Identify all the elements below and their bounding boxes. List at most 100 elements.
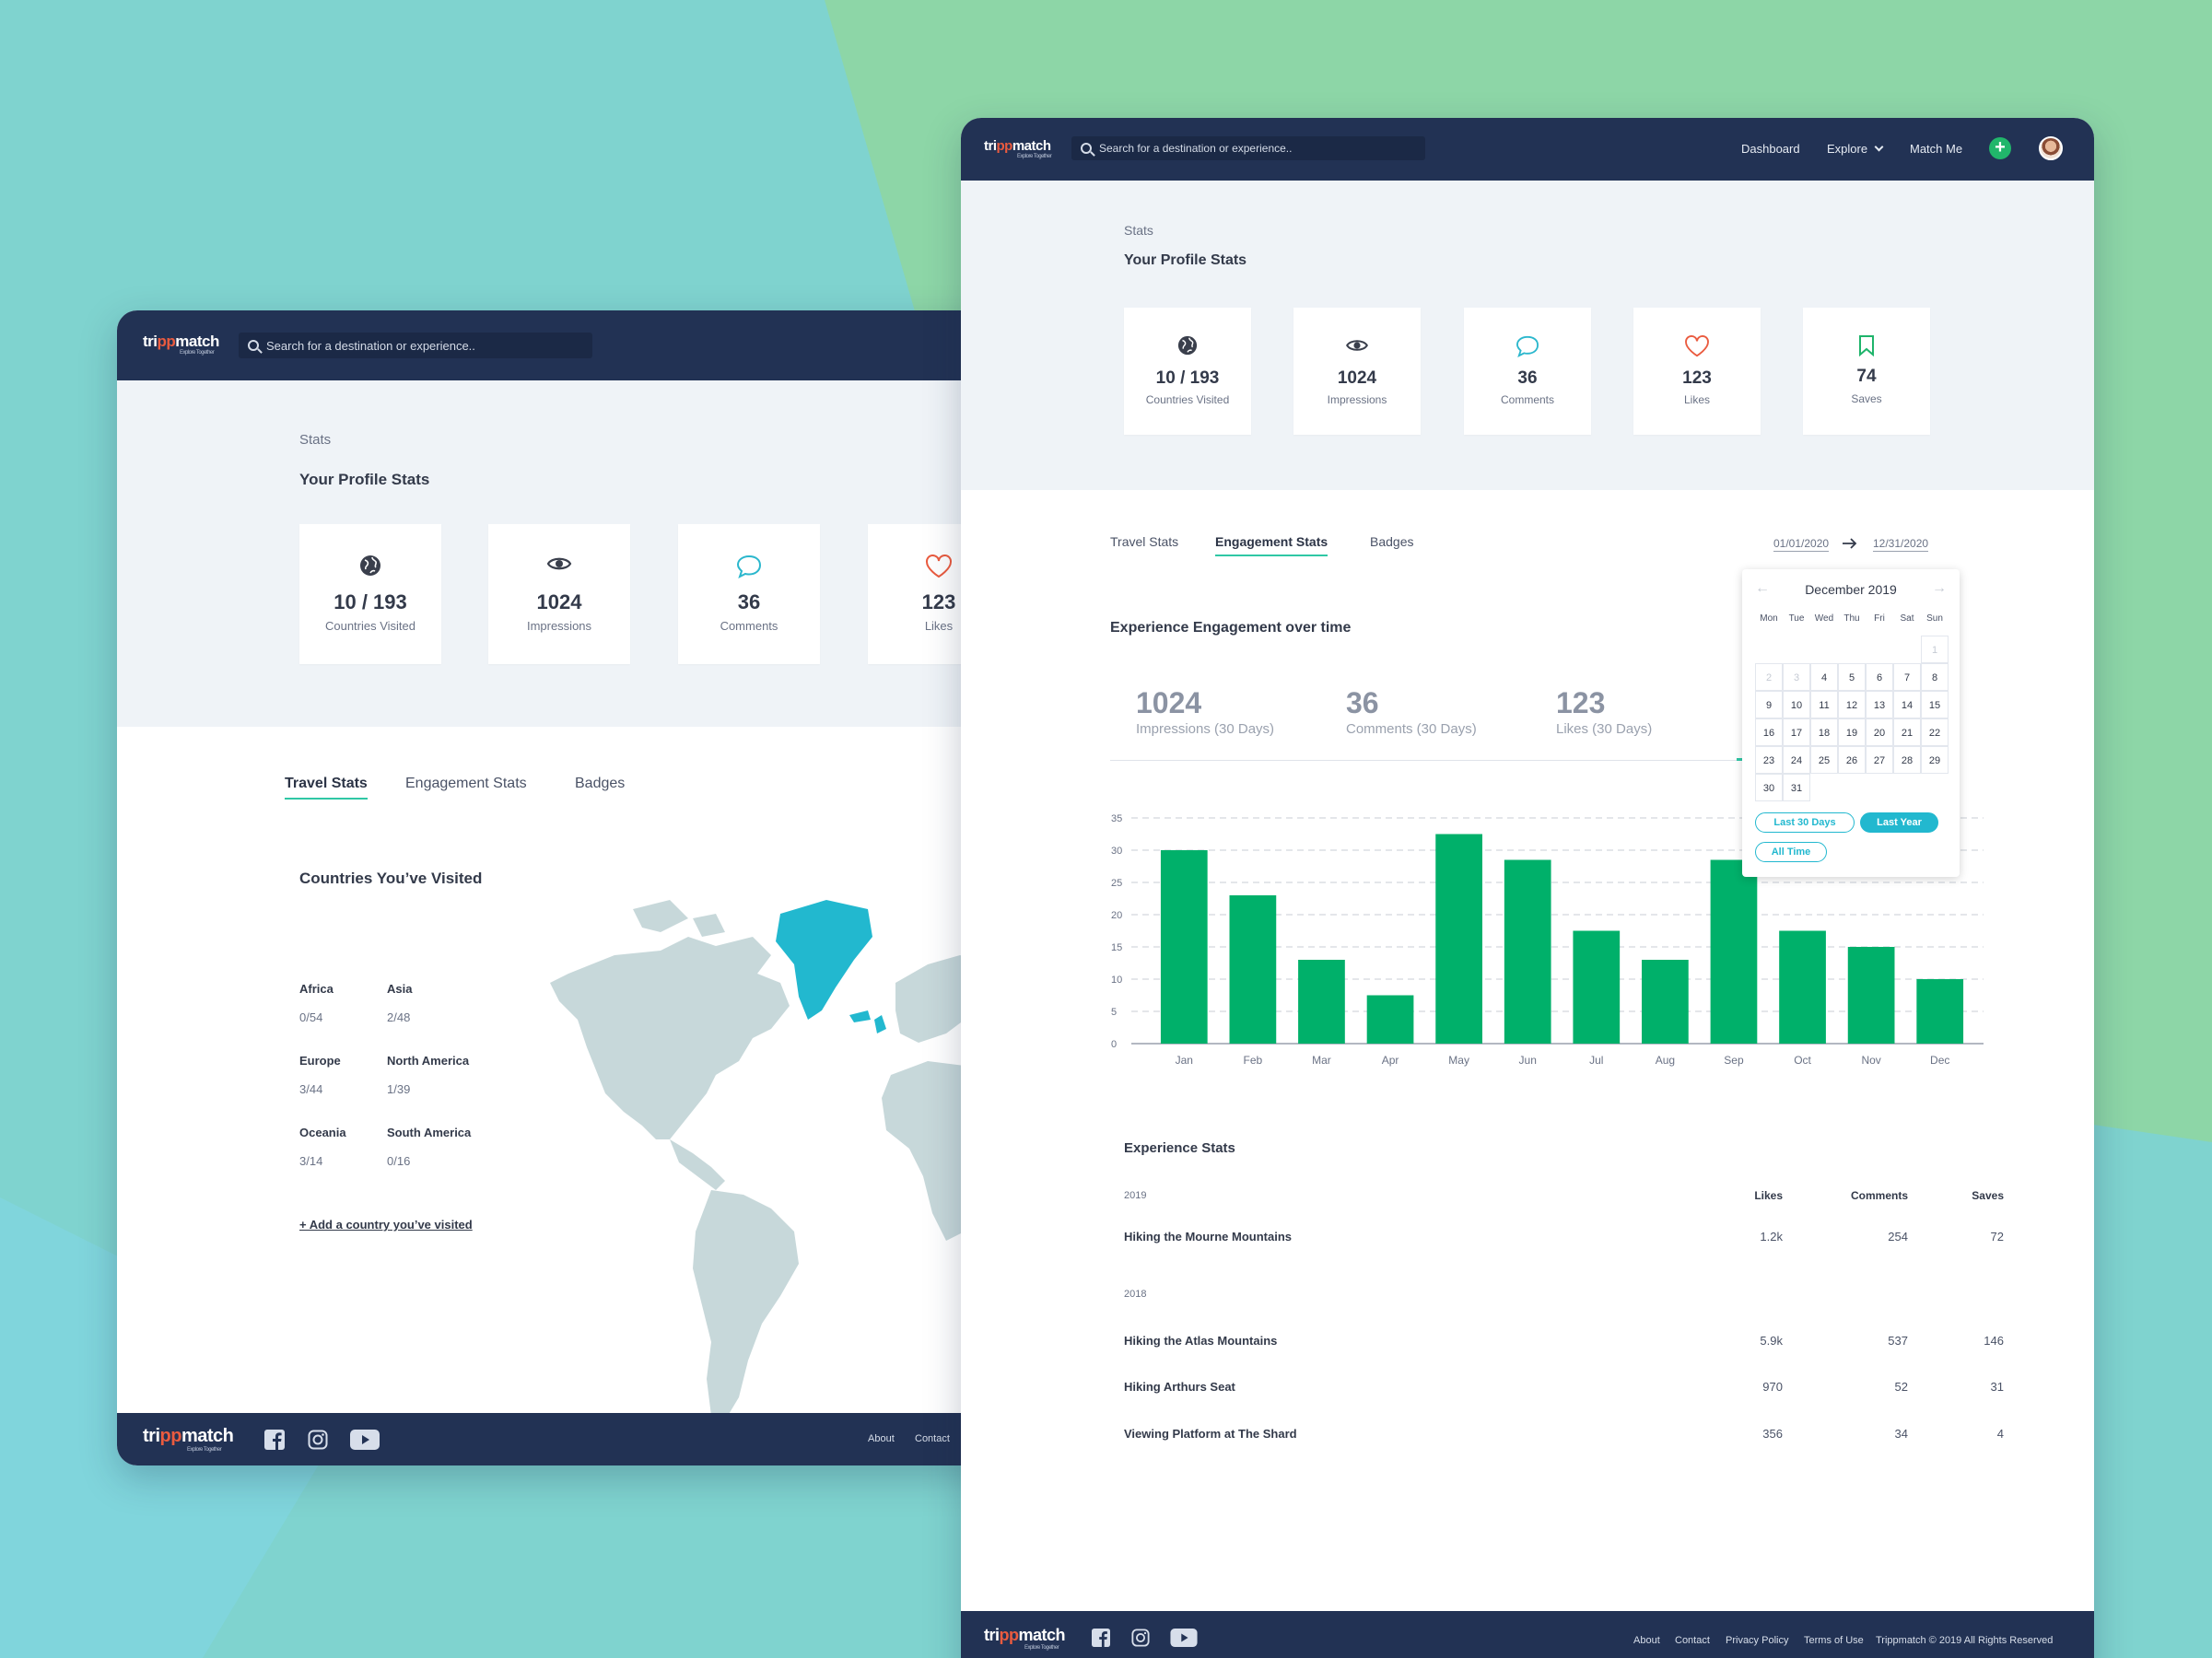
youtube-icon[interactable] <box>1170 1629 1198 1647</box>
calendar-day[interactable]: 21 <box>1893 718 1921 746</box>
experience-row-name[interactable]: Hiking the Atlas Mountains <box>1124 1334 1278 1348</box>
logo-tagline: Explore Together <box>1017 154 1052 159</box>
calendar-day[interactable]: 11 <box>1810 691 1838 718</box>
footer-about-link[interactable]: About <box>1633 1635 1660 1646</box>
all-time-button[interactable]: All Time <box>1755 842 1827 862</box>
calendar-day[interactable]: 18 <box>1810 718 1838 746</box>
instagram-icon[interactable] <box>308 1430 328 1450</box>
x-tick-label: Oct <box>1794 1054 1811 1067</box>
stat-value: 123 <box>921 590 956 613</box>
calendar-day[interactable]: 1 <box>1921 636 1949 663</box>
calendar-day[interactable]: 15 <box>1921 691 1949 718</box>
facebook-icon[interactable] <box>264 1430 285 1450</box>
instagram-icon[interactable] <box>1131 1629 1150 1647</box>
calendar-day[interactable]: 31 <box>1783 774 1810 801</box>
calendar-day[interactable]: 8 <box>1921 663 1949 691</box>
total-comments: 36 <box>1346 686 1379 719</box>
search-bar[interactable]: Search for a destination or experience.. <box>1071 136 1425 160</box>
tab-badges[interactable]: Badges <box>1370 534 1414 549</box>
bar-mar[interactable] <box>1298 960 1345 1044</box>
bar-jul[interactable] <box>1573 930 1621 1045</box>
world-map[interactable] <box>532 900 1001 1465</box>
bar-apr[interactable] <box>1366 995 1414 1045</box>
calendar-day[interactable]: 5 <box>1838 663 1866 691</box>
calendar-day[interactable]: 17 <box>1783 718 1810 746</box>
nav-dashboard[interactable]: Dashboard <box>1741 142 1800 156</box>
calendar-day[interactable]: 28 <box>1893 746 1921 774</box>
calendar-day[interactable]: 22 <box>1921 718 1949 746</box>
experience-row-saves: 4 <box>1996 1427 2004 1441</box>
youtube-icon[interactable] <box>350 1430 380 1450</box>
facebook-icon[interactable] <box>1092 1629 1110 1647</box>
logo[interactable]: trippmatch Explore Together <box>984 138 1052 159</box>
calendar-day[interactable]: 29 <box>1921 746 1949 774</box>
calendar-day[interactable]: 4 <box>1810 663 1838 691</box>
footer-terms-link[interactable]: Terms of Use <box>1804 1635 1864 1646</box>
footer-logo[interactable]: trippmatch Explore Together <box>143 1426 234 1453</box>
tab-travel-stats[interactable]: Travel Stats <box>285 776 368 800</box>
calendar-day[interactable]: 23 <box>1755 746 1783 774</box>
user-avatar[interactable] <box>2039 136 2063 160</box>
col-saves: Saves <box>1972 1189 2004 1202</box>
nav-explore[interactable]: Explore <box>1827 142 1884 156</box>
experience-row-likes: 970 <box>1762 1380 1783 1394</box>
last-30-days-button[interactable]: Last 30 Days <box>1755 812 1855 833</box>
logo[interactable]: trippmatch Explore Together <box>143 333 219 356</box>
footer-contact-link[interactable]: Contact <box>915 1433 950 1444</box>
date-from-input[interactable]: 01/01/2020 <box>1773 537 1830 552</box>
bar-feb[interactable] <box>1229 895 1277 1044</box>
add-country-link[interactable]: + Add a country you’ve visited <box>299 1218 473 1232</box>
tab-engagement-stats[interactable]: Engagement Stats <box>1215 534 1328 556</box>
bar-jun[interactable] <box>1504 859 1551 1045</box>
footer-privacy-link[interactable]: Privacy Policy <box>1726 1635 1789 1646</box>
stat-value: 74 <box>1856 367 1877 386</box>
add-button[interactable]: + <box>1989 137 2011 159</box>
bar-aug[interactable] <box>1642 960 1689 1044</box>
calendar-day[interactable]: 14 <box>1893 691 1921 718</box>
y-tick-label: 35 <box>1111 813 1122 824</box>
footer-about-link[interactable]: About <box>868 1433 895 1444</box>
footer-contact-link[interactable]: Contact <box>1675 1635 1710 1646</box>
experience-row-name[interactable]: Hiking Arthurs Seat <box>1124 1380 1235 1394</box>
continent-north-america: North America <box>387 1054 470 1068</box>
bar-oct[interactable] <box>1779 930 1826 1045</box>
search-input[interactable]: Search for a destination or experience.. <box>266 338 475 353</box>
prev-month-icon[interactable]: ← <box>1755 580 1770 596</box>
calendar-day[interactable]: 13 <box>1866 691 1893 718</box>
date-to-input[interactable]: 12/31/2020 <box>1873 537 1929 552</box>
date-picker-calendar: ← December 2019 → Mon Tue Wed Thu Fri Sat Sun … <box>1742 569 1960 877</box>
calendar-day[interactable]: 19 <box>1838 718 1866 746</box>
calendar-day[interactable]: 9 <box>1755 691 1783 718</box>
bar-sep[interactable] <box>1710 859 1758 1045</box>
calendar-day[interactable]: 27 <box>1866 746 1893 774</box>
tab-travel-stats[interactable]: Travel Stats <box>1110 534 1179 549</box>
tab-engagement-stats[interactable]: Engagement Stats <box>405 776 527 791</box>
calendar-day[interactable]: 30 <box>1755 774 1783 801</box>
search-input[interactable]: Search for a destination or experience.. <box>1099 142 1293 155</box>
last-year-button[interactable]: Last Year <box>1860 812 1938 833</box>
calendar-day[interactable]: 7 <box>1893 663 1921 691</box>
bar-dec[interactable] <box>1916 979 1964 1044</box>
bar-nov[interactable] <box>1847 947 1895 1044</box>
experience-row-saves: 72 <box>1990 1230 2004 1244</box>
calendar-day[interactable]: 24 <box>1783 746 1810 774</box>
bar-jan[interactable] <box>1160 850 1208 1044</box>
nav-match-me[interactable]: Match Me <box>1910 142 1963 156</box>
calendar-day[interactable]: 26 <box>1838 746 1866 774</box>
calendar-day[interactable]: 6 <box>1866 663 1893 691</box>
calendar-day[interactable]: 20 <box>1866 718 1893 746</box>
calendar-day[interactable]: 16 <box>1755 718 1783 746</box>
engagement-stats-window: trippmatch Explore Together Search for a… <box>961 118 2094 1658</box>
search-bar[interactable]: Search for a destination or experience.. <box>239 333 592 358</box>
tab-badges[interactable]: Badges <box>575 776 626 791</box>
experience-row-name[interactable]: Hiking the Mourne Mountains <box>1124 1230 1292 1244</box>
calendar-day[interactable]: 25 <box>1810 746 1838 774</box>
calendar-day[interactable]: 12 <box>1838 691 1866 718</box>
calendar-day[interactable]: 2 <box>1755 663 1783 691</box>
bar-may[interactable] <box>1435 834 1482 1045</box>
calendar-day[interactable]: 10 <box>1783 691 1810 718</box>
footer-logo[interactable]: trippmatch Explore Together <box>984 1626 1066 1651</box>
next-month-icon[interactable]: → <box>1932 580 1947 596</box>
experience-row-name[interactable]: Viewing Platform at The Shard <box>1124 1427 1297 1441</box>
calendar-day[interactable]: 3 <box>1783 663 1810 691</box>
